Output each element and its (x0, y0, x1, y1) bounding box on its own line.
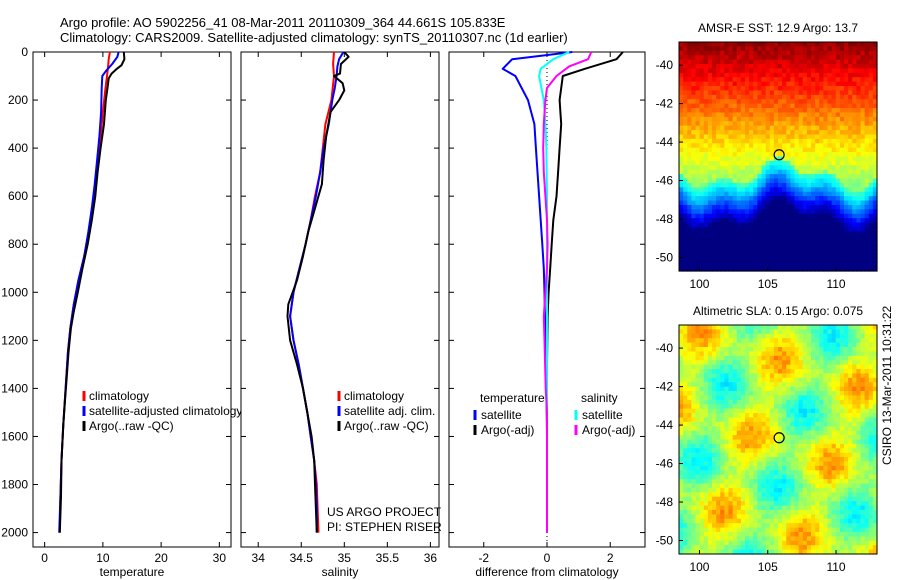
argo-position-marker (773, 149, 785, 161)
series-line-black (286, 51, 350, 533)
x-tick-label: 30 (213, 551, 227, 565)
map-frame (678, 324, 878, 555)
map-y-tick-label: -42 (656, 380, 674, 394)
x-tick-label: 0 (41, 551, 48, 565)
x-tick-label: 35.5 (376, 551, 400, 565)
map-y-tick-label: -40 (656, 341, 674, 355)
argo-position-marker (773, 432, 785, 444)
y-tick-label: 1800 (1, 478, 28, 492)
map-y-tick-label: -44 (656, 418, 674, 432)
legend-label: climatology (344, 389, 404, 403)
y-tick-label: 600 (8, 189, 28, 203)
map-frame (678, 41, 878, 272)
map-panels: AMSR-E SST: 12.9 Argo: 13.7 100 105 110 -40 -… (656, 21, 878, 574)
y-tick-label: 200 (8, 93, 28, 107)
map-x-tick-label: 105 (758, 560, 778, 574)
legend-label: satellite adj. clim. (344, 404, 435, 418)
legend-label: satellite (582, 408, 623, 422)
y-tick-label: 1200 (1, 333, 28, 347)
legend-title: salinity (581, 391, 618, 405)
header-line-2: Climatology: CARS2009. Satellite-adjuste… (60, 30, 568, 45)
legend-label: Argo(-adj) (582, 423, 635, 437)
map-x-tick-label: 100 (689, 560, 709, 574)
x-tick-label: 20 (154, 551, 168, 565)
map-title: Altimetric SLA: 0.15 Argo: 0.075 (693, 304, 863, 318)
x-axis-label: difference from climatology (475, 565, 618, 579)
series-line-black (58, 51, 126, 533)
legend-label: Argo(-adj) (481, 423, 534, 437)
legend-title: temperature (480, 391, 545, 405)
panel-frame (240, 51, 440, 548)
map-y-tick-label: -48 (656, 495, 674, 509)
panel-salinity: 34 34.5 35 35.5 36 salinity climatologysatelli… (240, 51, 442, 579)
series-line-magenta (542, 51, 593, 533)
x-tick-label: 2 (607, 551, 614, 565)
legend-label: Argo(..raw -QC) (89, 419, 174, 433)
map-raster (679, 42, 878, 272)
y-tick-label: 1400 (1, 381, 28, 395)
x-tick-label: -2 (478, 551, 489, 565)
annotation-text: PI: STEPHEN RISER (327, 520, 442, 534)
map-y-tick-label: -44 (656, 135, 674, 149)
x-axis-label: temperature (100, 565, 165, 579)
header-line-1: Argo profile: AO 5902256_41 08-Mar-2011 … (60, 15, 506, 30)
map-raster (679, 325, 878, 555)
map-y-tick-label: -42 (656, 97, 674, 111)
map-sst-map: AMSR-E SST: 12.9 Argo: 13.7 100 105 110 -40 -… (656, 21, 878, 291)
map-x-tick-label: 110 (826, 277, 845, 291)
x-tick-label: 10 (96, 551, 110, 565)
y-tick-label: 400 (8, 141, 28, 155)
map-title: AMSR-E SST: 12.9 Argo: 13.7 (698, 21, 858, 35)
map-y-tick-label: -48 (656, 212, 674, 226)
y-tick-label: 1000 (1, 285, 28, 299)
map-x-tick-label: 100 (689, 277, 709, 291)
panel-frame (32, 51, 232, 548)
x-tick-label: 35 (338, 551, 352, 565)
map-x-tick-label: 105 (758, 277, 778, 291)
map-y-tick-label: -40 (656, 58, 674, 72)
profile-panels: 0 10 20 30020040060080010001200140016001800… (1, 45, 646, 579)
timestamp-stamp: CSIRO 13-Mar-2011 10:31:22 (880, 305, 894, 465)
legend-label: Argo(..raw -QC) (344, 419, 429, 433)
x-tick-label: 36 (424, 551, 438, 565)
y-tick-label: 0 (21, 45, 28, 59)
y-tick-label: 2000 (1, 526, 28, 540)
map-sla-map: Altimetric SLA: 0.15 Argo: 0.075 100 105 11… (656, 304, 878, 574)
annotation-text: US ARGO PROJECT (327, 505, 442, 519)
x-tick-label: 0 (544, 551, 551, 565)
map-y-tick-label: -50 (656, 251, 674, 265)
y-tick-label: 1600 (1, 429, 28, 443)
y-tick-label: 800 (8, 237, 28, 251)
legend-label: satellite-adjusted climatology (89, 404, 242, 418)
map-x-tick-label: 110 (826, 560, 845, 574)
legend-label: climatology (89, 389, 149, 403)
panel-temperature: 0 10 20 30 0 200 400 600 800 1000 1200 1400 1600 1800… (1, 45, 242, 579)
x-tick-label: 34.5 (290, 551, 314, 565)
map-y-tick-label: -50 (656, 534, 674, 548)
x-tick-label: 34 (252, 551, 266, 565)
map-y-tick-label: -46 (656, 174, 674, 188)
map-y-tick-label: -46 (656, 457, 674, 471)
legend-label: satellite (481, 408, 522, 422)
x-axis-label: salinity (322, 565, 359, 579)
